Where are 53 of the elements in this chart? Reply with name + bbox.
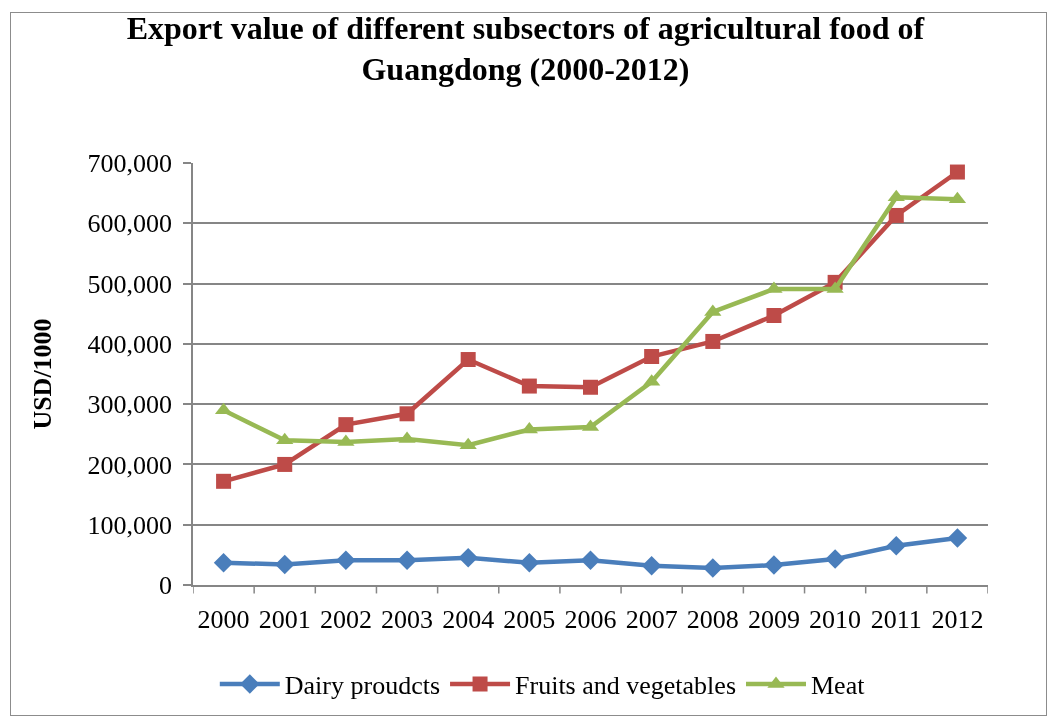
legend-label: Fruits and vegetables: [515, 671, 736, 701]
point: [703, 558, 723, 578]
point: [641, 555, 662, 576]
point: [705, 333, 721, 349]
point: [397, 550, 417, 571]
point: [336, 550, 356, 571]
y-axis-title: USD/1000: [28, 318, 58, 430]
point: [644, 349, 660, 365]
point: [519, 552, 540, 573]
y-tick-label: 400,000: [87, 329, 173, 359]
point: [888, 207, 904, 223]
x-tick-label: 2003: [381, 604, 434, 634]
legend-label: Meat: [811, 671, 866, 701]
y-tick-label: 300,000: [87, 390, 173, 420]
point: [766, 308, 782, 324]
x-tick-label: 2006: [564, 604, 617, 634]
y-tick-label: 500,000: [87, 269, 173, 299]
point: [399, 406, 415, 422]
point: [458, 548, 478, 568]
legend-label: Dairy proudcts: [284, 671, 441, 701]
point: [825, 549, 845, 569]
x-tick-label: 2005: [503, 604, 556, 634]
point: [274, 554, 295, 575]
chart-title: Export value of different subsectors of agricultural food of Guangdong (2000-2012): [126, 9, 925, 88]
point: [521, 378, 537, 394]
x-tick-label: 2004: [442, 604, 495, 634]
point: [887, 189, 905, 202]
point: [949, 164, 965, 180]
point: [580, 550, 601, 571]
point: [583, 379, 598, 395]
point: [276, 432, 294, 445]
point: [338, 417, 354, 433]
y-tick-label: 200,000: [87, 450, 173, 480]
x-tick-label: 2001: [258, 604, 311, 634]
point: [216, 473, 232, 489]
point: [764, 555, 784, 575]
x-tick-label: 2002: [319, 604, 372, 634]
x-tick-label: 2011: [870, 604, 922, 634]
point: [277, 456, 293, 472]
x-tick-label: 2009: [747, 604, 800, 634]
point: [947, 528, 968, 548]
x-tick-label: 2012: [931, 604, 984, 634]
x-tick-label: 2007: [625, 604, 678, 634]
point: [886, 536, 907, 556]
y-tick-label: 700,000: [87, 149, 173, 179]
y-tick-label: 0: [159, 571, 173, 601]
y-tick-label: 600,000: [87, 209, 173, 239]
point: [213, 552, 234, 573]
x-tick-label: 2000: [197, 604, 250, 634]
point: [460, 352, 476, 368]
x-tick-label: 2010: [809, 604, 862, 634]
y-tick-label: 100,000: [87, 510, 173, 540]
x-tick-label: 2008: [686, 604, 739, 634]
